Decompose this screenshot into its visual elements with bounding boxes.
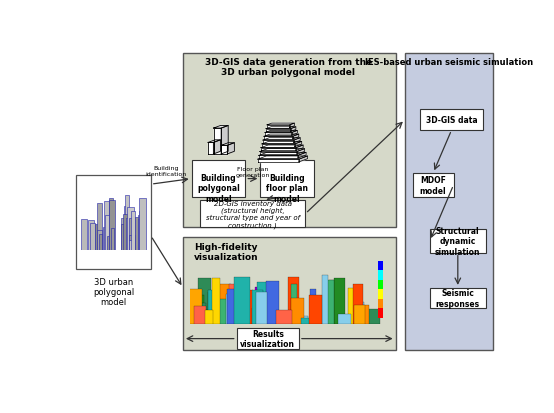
Polygon shape — [260, 149, 305, 152]
Polygon shape — [259, 153, 306, 156]
Bar — [430, 229, 486, 253]
Text: High-fidelity
visualization: High-fidelity visualization — [194, 242, 258, 261]
Text: Building
polygonal
model: Building polygonal model — [197, 173, 240, 203]
Polygon shape — [267, 126, 290, 128]
Polygon shape — [213, 140, 220, 154]
Polygon shape — [258, 157, 307, 160]
Polygon shape — [263, 138, 300, 141]
Polygon shape — [261, 146, 303, 148]
Bar — [192, 161, 245, 197]
Polygon shape — [258, 160, 299, 162]
Bar — [260, 161, 314, 197]
Text: Seismic
responses: Seismic responses — [436, 289, 480, 308]
Bar — [405, 55, 493, 350]
Polygon shape — [299, 157, 307, 162]
Text: 3D urban
polygonal
model: 3D urban polygonal model — [93, 277, 134, 307]
Polygon shape — [266, 128, 296, 129]
Text: Building
floor plan
model: Building floor plan model — [266, 173, 308, 203]
Text: Building
identification: Building identification — [145, 166, 187, 177]
Bar — [183, 237, 396, 350]
Polygon shape — [262, 145, 295, 147]
Polygon shape — [291, 128, 296, 132]
Polygon shape — [260, 152, 297, 155]
Text: Structural
dynamic
simulation: Structural dynamic simulation — [435, 226, 480, 256]
Polygon shape — [266, 129, 291, 132]
Text: 3D-GIS data generation from the
3D urban polygonal model: 3D-GIS data generation from the 3D urban… — [204, 57, 372, 77]
Polygon shape — [296, 146, 303, 151]
Bar — [420, 110, 483, 131]
Polygon shape — [292, 131, 297, 136]
Polygon shape — [293, 135, 299, 140]
Text: Results
visualization: Results visualization — [240, 329, 295, 349]
Polygon shape — [290, 124, 294, 128]
Polygon shape — [213, 126, 228, 129]
Polygon shape — [265, 133, 292, 136]
Text: IES-based urban seismic simulation: IES-based urban seismic simulation — [365, 57, 534, 66]
Polygon shape — [264, 137, 293, 140]
Polygon shape — [213, 129, 221, 154]
Polygon shape — [221, 146, 228, 154]
Polygon shape — [208, 140, 220, 143]
Bar — [183, 55, 396, 228]
Bar — [200, 201, 305, 228]
Polygon shape — [297, 149, 305, 155]
Bar — [76, 175, 151, 269]
Polygon shape — [265, 131, 297, 133]
Polygon shape — [263, 141, 294, 143]
Polygon shape — [262, 142, 302, 145]
Polygon shape — [228, 143, 234, 154]
Polygon shape — [295, 142, 302, 147]
Text: MDOF
model: MDOF model — [420, 176, 447, 195]
Bar — [430, 288, 486, 309]
Polygon shape — [298, 153, 306, 159]
Text: Floor plan
generation: Floor plan generation — [235, 167, 270, 178]
Bar — [413, 173, 454, 197]
Polygon shape — [294, 138, 300, 143]
Polygon shape — [221, 126, 228, 154]
Polygon shape — [267, 124, 294, 126]
Text: 2D-GIS inventory data
(structural height,
structural type and year of
constructi: 2D-GIS inventory data (structural height… — [206, 200, 300, 228]
Polygon shape — [208, 143, 213, 154]
Text: 3D-GIS data: 3D-GIS data — [426, 116, 478, 125]
Polygon shape — [221, 143, 234, 146]
Polygon shape — [261, 148, 296, 151]
Polygon shape — [259, 156, 298, 159]
Polygon shape — [264, 135, 299, 137]
Bar — [237, 328, 299, 349]
